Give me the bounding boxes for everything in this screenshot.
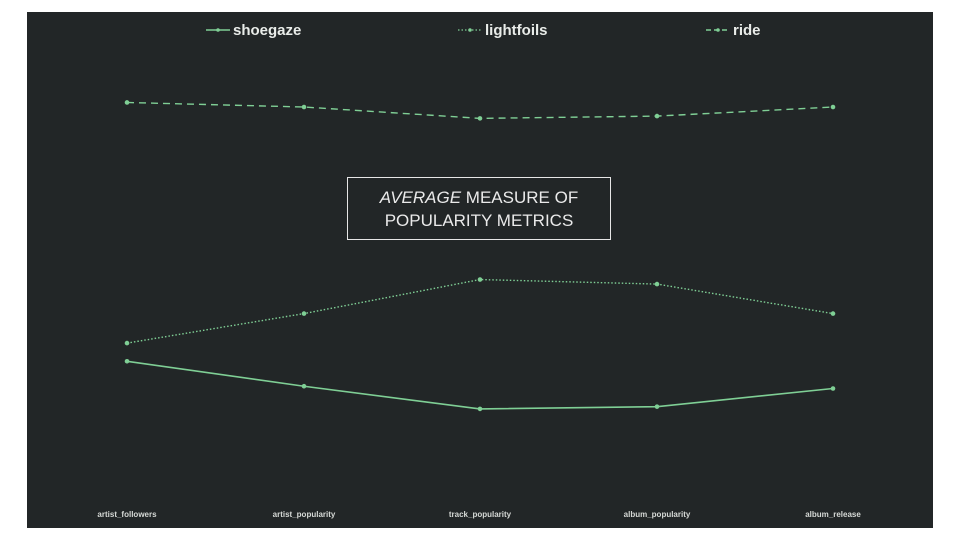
- legend-swatch-dotted: [458, 28, 482, 32]
- data-point-shoegaze-artist_followers: [124, 358, 130, 364]
- slide-background: shoegaze lightfoils ride AVERAGE MEASURE…: [27, 12, 933, 528]
- data-point-lightfoils-track_popularity: [477, 277, 483, 282]
- data-point-shoegaze-album_release: [830, 386, 836, 391]
- data-point-ride-artist_popularity: [301, 104, 307, 110]
- legend-swatch-solid: [206, 28, 230, 32]
- data-point-lightfoils-artist_popularity: [301, 311, 307, 316]
- chart-title-line-1: AVERAGE MEASURE OF: [380, 186, 578, 209]
- series-line-lightfoils: [126, 278, 834, 344]
- x-tick-label: track_popularity: [448, 510, 512, 519]
- legend-label: lightfoils: [485, 21, 548, 39]
- x-tick-label: artist_followers: [97, 510, 157, 519]
- data-point-ride-album_release: [830, 104, 836, 110]
- series-line-shoegaze: [126, 360, 834, 410]
- x-tick-label: album_release: [805, 510, 861, 519]
- legend: shoegaze lightfoils ride: [27, 12, 933, 48]
- data-point-lightfoils-album_release: [830, 311, 836, 316]
- series-line-ride: [126, 101, 834, 120]
- legend-swatch-dashed: [706, 28, 730, 32]
- legend-label: shoegaze: [233, 21, 302, 39]
- chart-title-box: AVERAGE MEASURE OF POPULARITY METRICS: [347, 177, 611, 240]
- data-point-ride-album_popularity: [654, 113, 660, 119]
- x-tick-label: album_popularity: [623, 510, 691, 519]
- chart-title-italic: AVERAGE: [379, 187, 462, 207]
- data-point-shoegaze-album_popularity: [654, 404, 660, 409]
- legend-label: ride: [733, 21, 761, 39]
- chart-title-line-2: POPULARITY METRICS: [384, 210, 574, 230]
- chart-title-text: MEASURE OF: [465, 187, 579, 207]
- data-point-ride-track_popularity: [477, 116, 483, 121]
- legend-item-lightfoils: lightfoils: [457, 20, 548, 40]
- line-chart: [124, 100, 836, 412]
- data-point-shoegaze-track_popularity: [477, 406, 483, 412]
- data-point-lightfoils-artist_followers: [124, 340, 130, 346]
- data-point-lightfoils-album_popularity: [654, 281, 660, 287]
- legend-item-shoegaze: shoegaze: [205, 20, 301, 40]
- x-tick-label: artist_popularity: [272, 510, 336, 519]
- data-point-shoegaze-artist_popularity: [301, 383, 307, 389]
- data-point-ride-artist_followers: [124, 100, 130, 105]
- legend-item-ride: ride: [705, 20, 761, 40]
